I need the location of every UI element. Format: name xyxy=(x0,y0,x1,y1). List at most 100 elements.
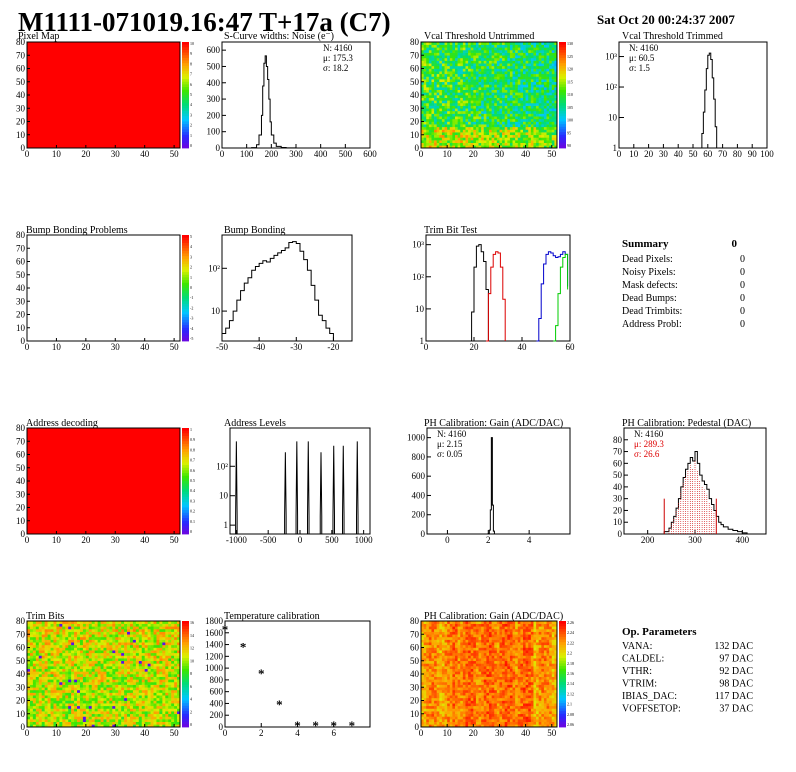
y-tick-label: 0 xyxy=(216,143,221,153)
x-tick-label: 0 xyxy=(223,728,228,738)
palette-tick-label: -1 xyxy=(190,295,193,300)
palette-tick-label: 7 xyxy=(190,72,192,77)
y-tick-label: 60 xyxy=(410,643,420,653)
stat-text: N: 4160 xyxy=(634,429,664,439)
chart-title: Trim Bit Test xyxy=(424,225,477,236)
color-palette xyxy=(182,235,189,342)
heatmap-fill xyxy=(27,42,180,148)
op-parameter-value: 117 DAC xyxy=(715,691,754,702)
x-tick-label: 1000 xyxy=(355,535,374,545)
y-tick-label: 10² xyxy=(216,461,228,471)
heatmap-cells xyxy=(421,621,558,728)
plot-frame xyxy=(26,234,181,342)
palette-tick-label: 1 xyxy=(190,427,192,432)
y-tick-label: 30 xyxy=(16,103,26,113)
y-tick-label: 20 xyxy=(410,117,420,127)
op-parameters-title: Op. Parameters xyxy=(622,626,697,638)
scurve-noise-chart: S-Curve widths: Noise (e⁻) 0 100 200 300 400 5… xyxy=(207,31,378,159)
x-tick-label: 0 xyxy=(25,535,30,545)
y-tick-label: 400 xyxy=(412,490,426,500)
address-peak xyxy=(332,445,335,534)
op-parameter-value: 97 DAC xyxy=(719,654,753,665)
y-tick-label: 10³ xyxy=(412,240,424,250)
x-tick-label: 0 xyxy=(419,728,424,738)
ph-gain-chart: PH Calibration: Gain (ADC/DAC) 0 2 4 0 200 400… xyxy=(407,418,571,545)
palette-tick-label: 12 xyxy=(190,646,194,651)
chart-title: Vcal Threshold Trimmed xyxy=(622,31,723,42)
vcal-trimmed-chart: Vcal Threshold Trimmed 0 10 20 30 40 50 60 70 80 9… xyxy=(605,31,774,159)
palette-tick-label: 2.22 xyxy=(567,640,574,645)
y-tick-label: 40 xyxy=(16,669,26,679)
x-tick-label: 30 xyxy=(659,149,669,159)
color-palette xyxy=(182,428,189,535)
x-tick-label: 300 xyxy=(688,535,702,545)
plot-frame xyxy=(426,427,571,535)
op-parameter-label: VOFFSETOP: xyxy=(622,704,681,715)
summary-panel: Summary 0 Dead Pixels: 0 Noisy Pixels: 0 Mas… xyxy=(622,238,745,330)
y-tick-label: 50 xyxy=(410,77,420,87)
op-parameter-value: 98 DAC xyxy=(719,679,753,690)
y-tick-label: 500 xyxy=(207,61,221,71)
y-tick-label: 300 xyxy=(207,94,221,104)
y-tick-label: 10³ xyxy=(605,52,617,62)
y-tick-label: 20 xyxy=(410,696,420,706)
x-tick-label: 10 xyxy=(629,149,639,159)
x-tick-label: 80 xyxy=(733,149,743,159)
address-decoding-chart: Address decoding 1 0.9 0.8 0.7 0.6 0.5 0.4 0.3 0.… xyxy=(16,418,195,545)
y-tick-label: 10² xyxy=(208,263,220,273)
y-tick-label: 400 xyxy=(207,78,221,88)
y-tick-label: 1 xyxy=(613,143,618,153)
y-tick-label: 60 xyxy=(16,450,26,460)
chart-title: PH Calibration: Pedestal (DAC) xyxy=(622,418,751,429)
y-tick-label: 60 xyxy=(410,64,420,74)
chart-title: Pixel Map xyxy=(18,31,59,42)
palette-tick-label: 10 xyxy=(190,658,194,663)
palette-tick-label: 2.14 xyxy=(567,681,574,686)
y-tick-label: 30 xyxy=(16,489,26,499)
y-tick-label: 10 xyxy=(211,306,221,316)
address-peak xyxy=(235,441,238,534)
x-tick-label: 20 xyxy=(81,149,91,159)
plot-frame xyxy=(425,234,571,342)
summary-label: Noisy Pixels: xyxy=(622,267,676,278)
x-tick-label: 50 xyxy=(689,149,699,159)
bump-bonding-chart: Bump Bonding -50 -40 -30 -20 10 10² xyxy=(208,225,353,352)
y-tick-label: 20 xyxy=(16,696,26,706)
color-palette xyxy=(559,621,566,728)
chart-title: Bump Bonding Problems xyxy=(26,225,128,236)
palette-tick-label: -2 xyxy=(190,305,193,310)
y-tick-label: 1 xyxy=(420,336,425,346)
palette-tick-label: 4 xyxy=(190,102,192,107)
x-tick-label: 200 xyxy=(641,535,655,545)
plot-frame xyxy=(229,427,371,535)
x-tick-label: 4 xyxy=(527,535,532,545)
x-tick-label: 10 xyxy=(52,728,62,738)
scatter-point: * xyxy=(240,640,247,655)
x-tick-label: 500 xyxy=(325,535,339,545)
heatmap-fill xyxy=(27,428,180,534)
palette-tick-label: 2 xyxy=(190,123,192,128)
palette-tick-label: 0 xyxy=(190,529,192,534)
y-tick-label: 40 xyxy=(16,476,26,486)
histogram-line xyxy=(536,251,569,342)
palette-tick-label: 5 xyxy=(190,92,192,97)
scatter-point: * xyxy=(276,697,283,712)
y-tick-label: 0 xyxy=(415,143,420,153)
histogram-line xyxy=(221,241,338,342)
palette-tick-label: 0.1 xyxy=(190,519,195,524)
y-tick-label: 50 xyxy=(410,656,420,666)
y-tick-label: 60 xyxy=(16,643,26,653)
scatter-point: * xyxy=(258,666,265,681)
palette-tick-label: 1 xyxy=(190,133,192,138)
palette-tick-label: 0.8 xyxy=(190,447,195,452)
x-tick-label: 50 xyxy=(547,149,557,159)
x-tick-label: 90 xyxy=(748,149,758,159)
x-tick-label: 0 xyxy=(25,728,30,738)
x-tick-label: 30 xyxy=(495,728,505,738)
x-tick-label: 40 xyxy=(140,342,150,352)
timestamp: Sat Oct 20 00:24:37 2007 xyxy=(597,12,735,27)
histogram-line xyxy=(486,251,506,342)
ph-gain-map-chart: PH Calibration: Gain (ADC/DAC) 2.26 2.24 2.… xyxy=(410,611,574,738)
scatter-point: * xyxy=(312,718,319,733)
y-tick-label: 80 xyxy=(16,423,26,433)
